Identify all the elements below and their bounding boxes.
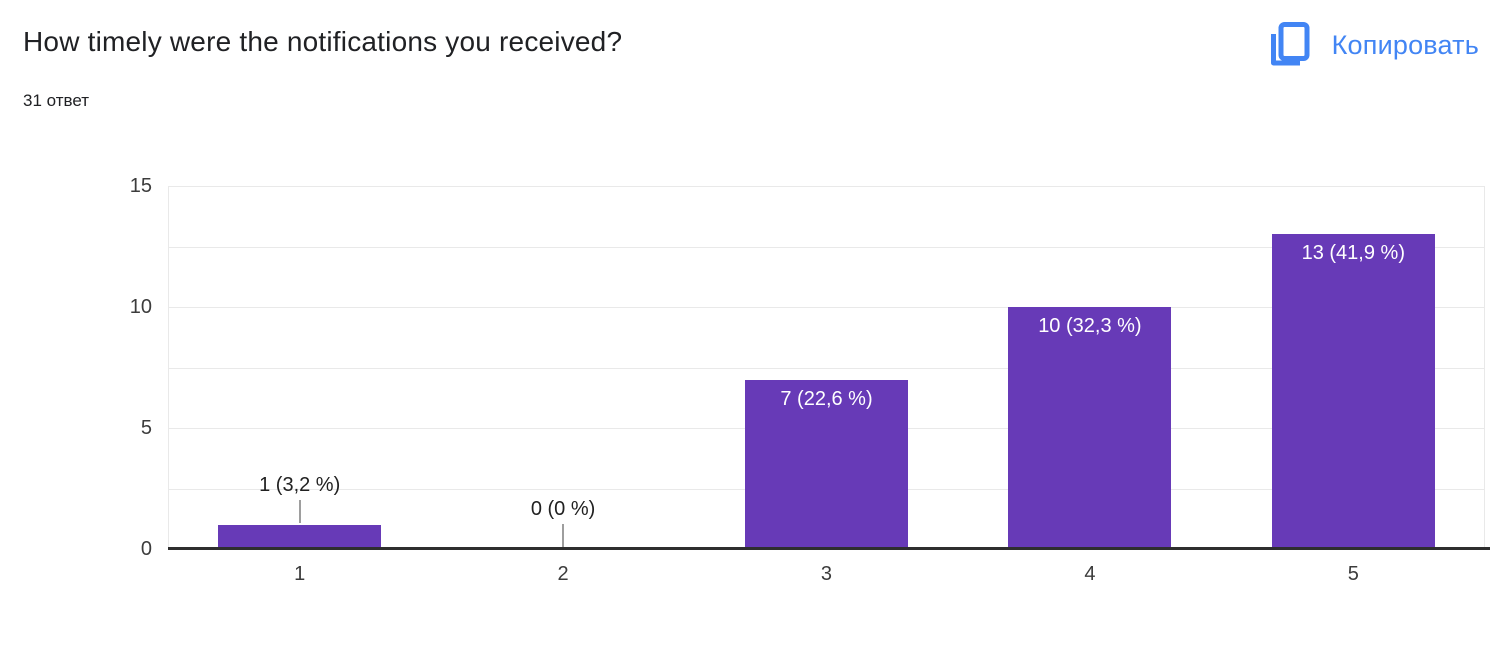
bar[interactable]: [745, 379, 908, 549]
bar[interactable]: [1008, 307, 1172, 549]
bar-value-label: 0 (0 %): [530, 498, 596, 520]
y-axis-tick-label: 10: [129, 296, 152, 318]
label-leader-line: [562, 524, 565, 547]
grid-line: [168, 367, 1485, 369]
x-axis-category-label: 4: [1084, 563, 1096, 585]
grid-line: [168, 246, 1485, 248]
label-leader-line: [298, 499, 301, 523]
grid-line: [168, 307, 1485, 308]
plot-left-border: [168, 186, 169, 549]
bar-value-label: 10 (32,3 %): [1038, 315, 1142, 337]
copy-icon: [1265, 22, 1311, 68]
y-axis-tick-label: 0: [140, 538, 152, 560]
copy-chart-button[interactable]: Копировать: [1263, 18, 1481, 72]
responses-count: 31 ответ: [23, 91, 90, 110]
y-axis-tick-label: 15: [129, 175, 152, 197]
bar-chart: 0 5 10 15 1 (3,2 %) 1 0 (0 %) 2 7 (22,6 %) 3 10 (3…: [0, 150, 1493, 610]
bar-value-label: 7 (22,6 %): [780, 387, 873, 410]
x-axis-category-label: 5: [1347, 563, 1359, 585]
x-axis-baseline: [168, 547, 1490, 550]
x-axis-category-label: 3: [820, 563, 833, 585]
grid-line: [168, 186, 1485, 187]
plot-right-border: [1484, 186, 1485, 549]
bar[interactable]: [218, 524, 382, 549]
copy-button-label: Копировать: [1331, 29, 1479, 60]
bar-value-label: 13 (41,9 %): [1301, 242, 1405, 265]
y-axis-tick-label: 5: [140, 417, 152, 439]
question-title: How timely were the notifications you re…: [23, 26, 623, 57]
x-axis-category-label: 1: [294, 563, 306, 585]
bar[interactable]: [1271, 234, 1435, 549]
x-axis-category-label: 2: [557, 563, 569, 585]
bar-value-label: 1 (3,2 %): [259, 473, 341, 496]
